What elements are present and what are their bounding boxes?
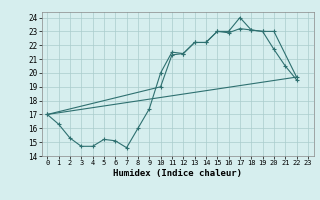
X-axis label: Humidex (Indice chaleur): Humidex (Indice chaleur) xyxy=(113,169,242,178)
